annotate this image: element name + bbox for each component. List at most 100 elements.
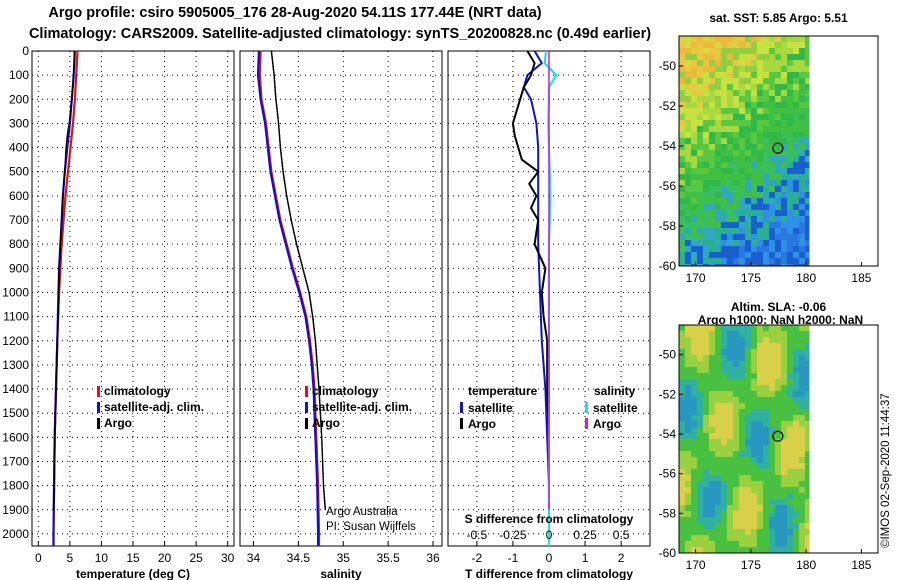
map-cell <box>685 84 692 91</box>
map-cell <box>727 355 734 362</box>
map-cell <box>793 343 800 350</box>
map-cell <box>703 355 710 362</box>
dotted-profile-point <box>281 167 284 170</box>
map-cell <box>793 192 800 199</box>
map-cell <box>781 102 788 109</box>
x-tick-label: -1 <box>508 551 519 565</box>
map-cell <box>679 192 686 199</box>
map-cell <box>691 439 698 446</box>
map-cell <box>739 108 746 115</box>
map-cell <box>793 361 800 368</box>
map-cell <box>733 523 740 530</box>
map-cell <box>793 96 800 103</box>
map-cell <box>745 216 752 223</box>
map-cell <box>805 379 810 386</box>
map-cell <box>775 403 782 410</box>
map-cell <box>787 331 794 338</box>
map-cell <box>775 96 782 103</box>
map-cell <box>727 439 734 446</box>
map-cell <box>799 156 806 163</box>
map-cell <box>703 499 710 506</box>
map-cell <box>721 463 728 470</box>
map-cell <box>679 415 686 422</box>
map-cell <box>775 433 782 440</box>
map-cell <box>757 469 764 476</box>
map-cell <box>733 469 740 476</box>
map-cell <box>751 60 758 67</box>
dotted-profile-point <box>288 207 290 209</box>
map-cell <box>727 66 734 73</box>
map-cell <box>739 132 746 139</box>
map-cell <box>799 331 806 338</box>
map-cell <box>679 523 686 530</box>
map-cell <box>787 78 794 85</box>
map-cell <box>739 457 746 464</box>
map-cell <box>715 168 722 175</box>
map-cell <box>733 102 740 109</box>
map-cell <box>697 523 704 530</box>
map-cell <box>805 367 810 374</box>
map-cell <box>733 529 740 536</box>
map-cell <box>799 487 806 494</box>
map-cell <box>775 445 782 452</box>
map-cell <box>781 156 788 163</box>
map-cell <box>691 198 698 205</box>
map-cell <box>757 511 764 518</box>
map-cell <box>739 463 746 470</box>
map-cell <box>793 529 800 536</box>
map-cell <box>751 439 758 446</box>
map-cell <box>721 156 728 163</box>
map-cell <box>745 258 752 265</box>
map-cell <box>697 457 704 464</box>
dotted-profile-point <box>300 261 303 264</box>
map-cell <box>781 192 788 199</box>
map-cell <box>805 66 810 73</box>
map-cell <box>727 331 734 338</box>
legend-swatch <box>585 418 588 429</box>
dotted-profile-point <box>293 231 295 233</box>
map-cell <box>739 343 746 350</box>
map-cell <box>763 529 770 536</box>
map-cell <box>799 150 806 157</box>
map-cell <box>733 264 740 266</box>
map-cell <box>727 150 734 157</box>
map-cell <box>745 84 752 91</box>
map-cell <box>769 102 776 109</box>
map-cell <box>679 451 686 458</box>
map-cell <box>703 403 710 410</box>
map-cell <box>751 469 758 476</box>
map-cell <box>793 54 800 61</box>
map-cell <box>691 445 698 452</box>
map-cell <box>793 36 800 43</box>
map-cell <box>739 54 746 61</box>
map-cell <box>697 168 704 175</box>
map-cell <box>715 162 722 169</box>
title-line-2: Climatology: CARS2009. Satellite-adjuste… <box>28 26 652 42</box>
map-cell <box>769 204 776 211</box>
map-cell <box>769 457 776 464</box>
map-cell <box>709 54 716 61</box>
map-cell <box>751 499 758 506</box>
map-cell <box>781 397 788 404</box>
y-tick-label: 800 <box>9 237 29 251</box>
map-cell <box>733 228 740 235</box>
map-cell <box>679 433 686 440</box>
map-cell <box>757 174 764 181</box>
map-cell <box>805 445 810 452</box>
map-cell <box>727 108 734 115</box>
map-cell <box>691 481 698 488</box>
map-cell <box>679 385 686 392</box>
map-cell <box>787 427 794 434</box>
map-cell <box>727 204 734 211</box>
map-cell <box>715 481 722 488</box>
map-cell <box>787 499 794 506</box>
map-cell <box>685 126 692 133</box>
map-cell <box>793 144 800 151</box>
map-cell <box>745 493 752 500</box>
map-cell <box>805 535 810 542</box>
legend-swatch <box>305 402 308 413</box>
map-cell <box>805 475 810 482</box>
map-cell <box>697 60 704 67</box>
map-cell <box>751 367 758 374</box>
map-cell <box>763 84 770 91</box>
